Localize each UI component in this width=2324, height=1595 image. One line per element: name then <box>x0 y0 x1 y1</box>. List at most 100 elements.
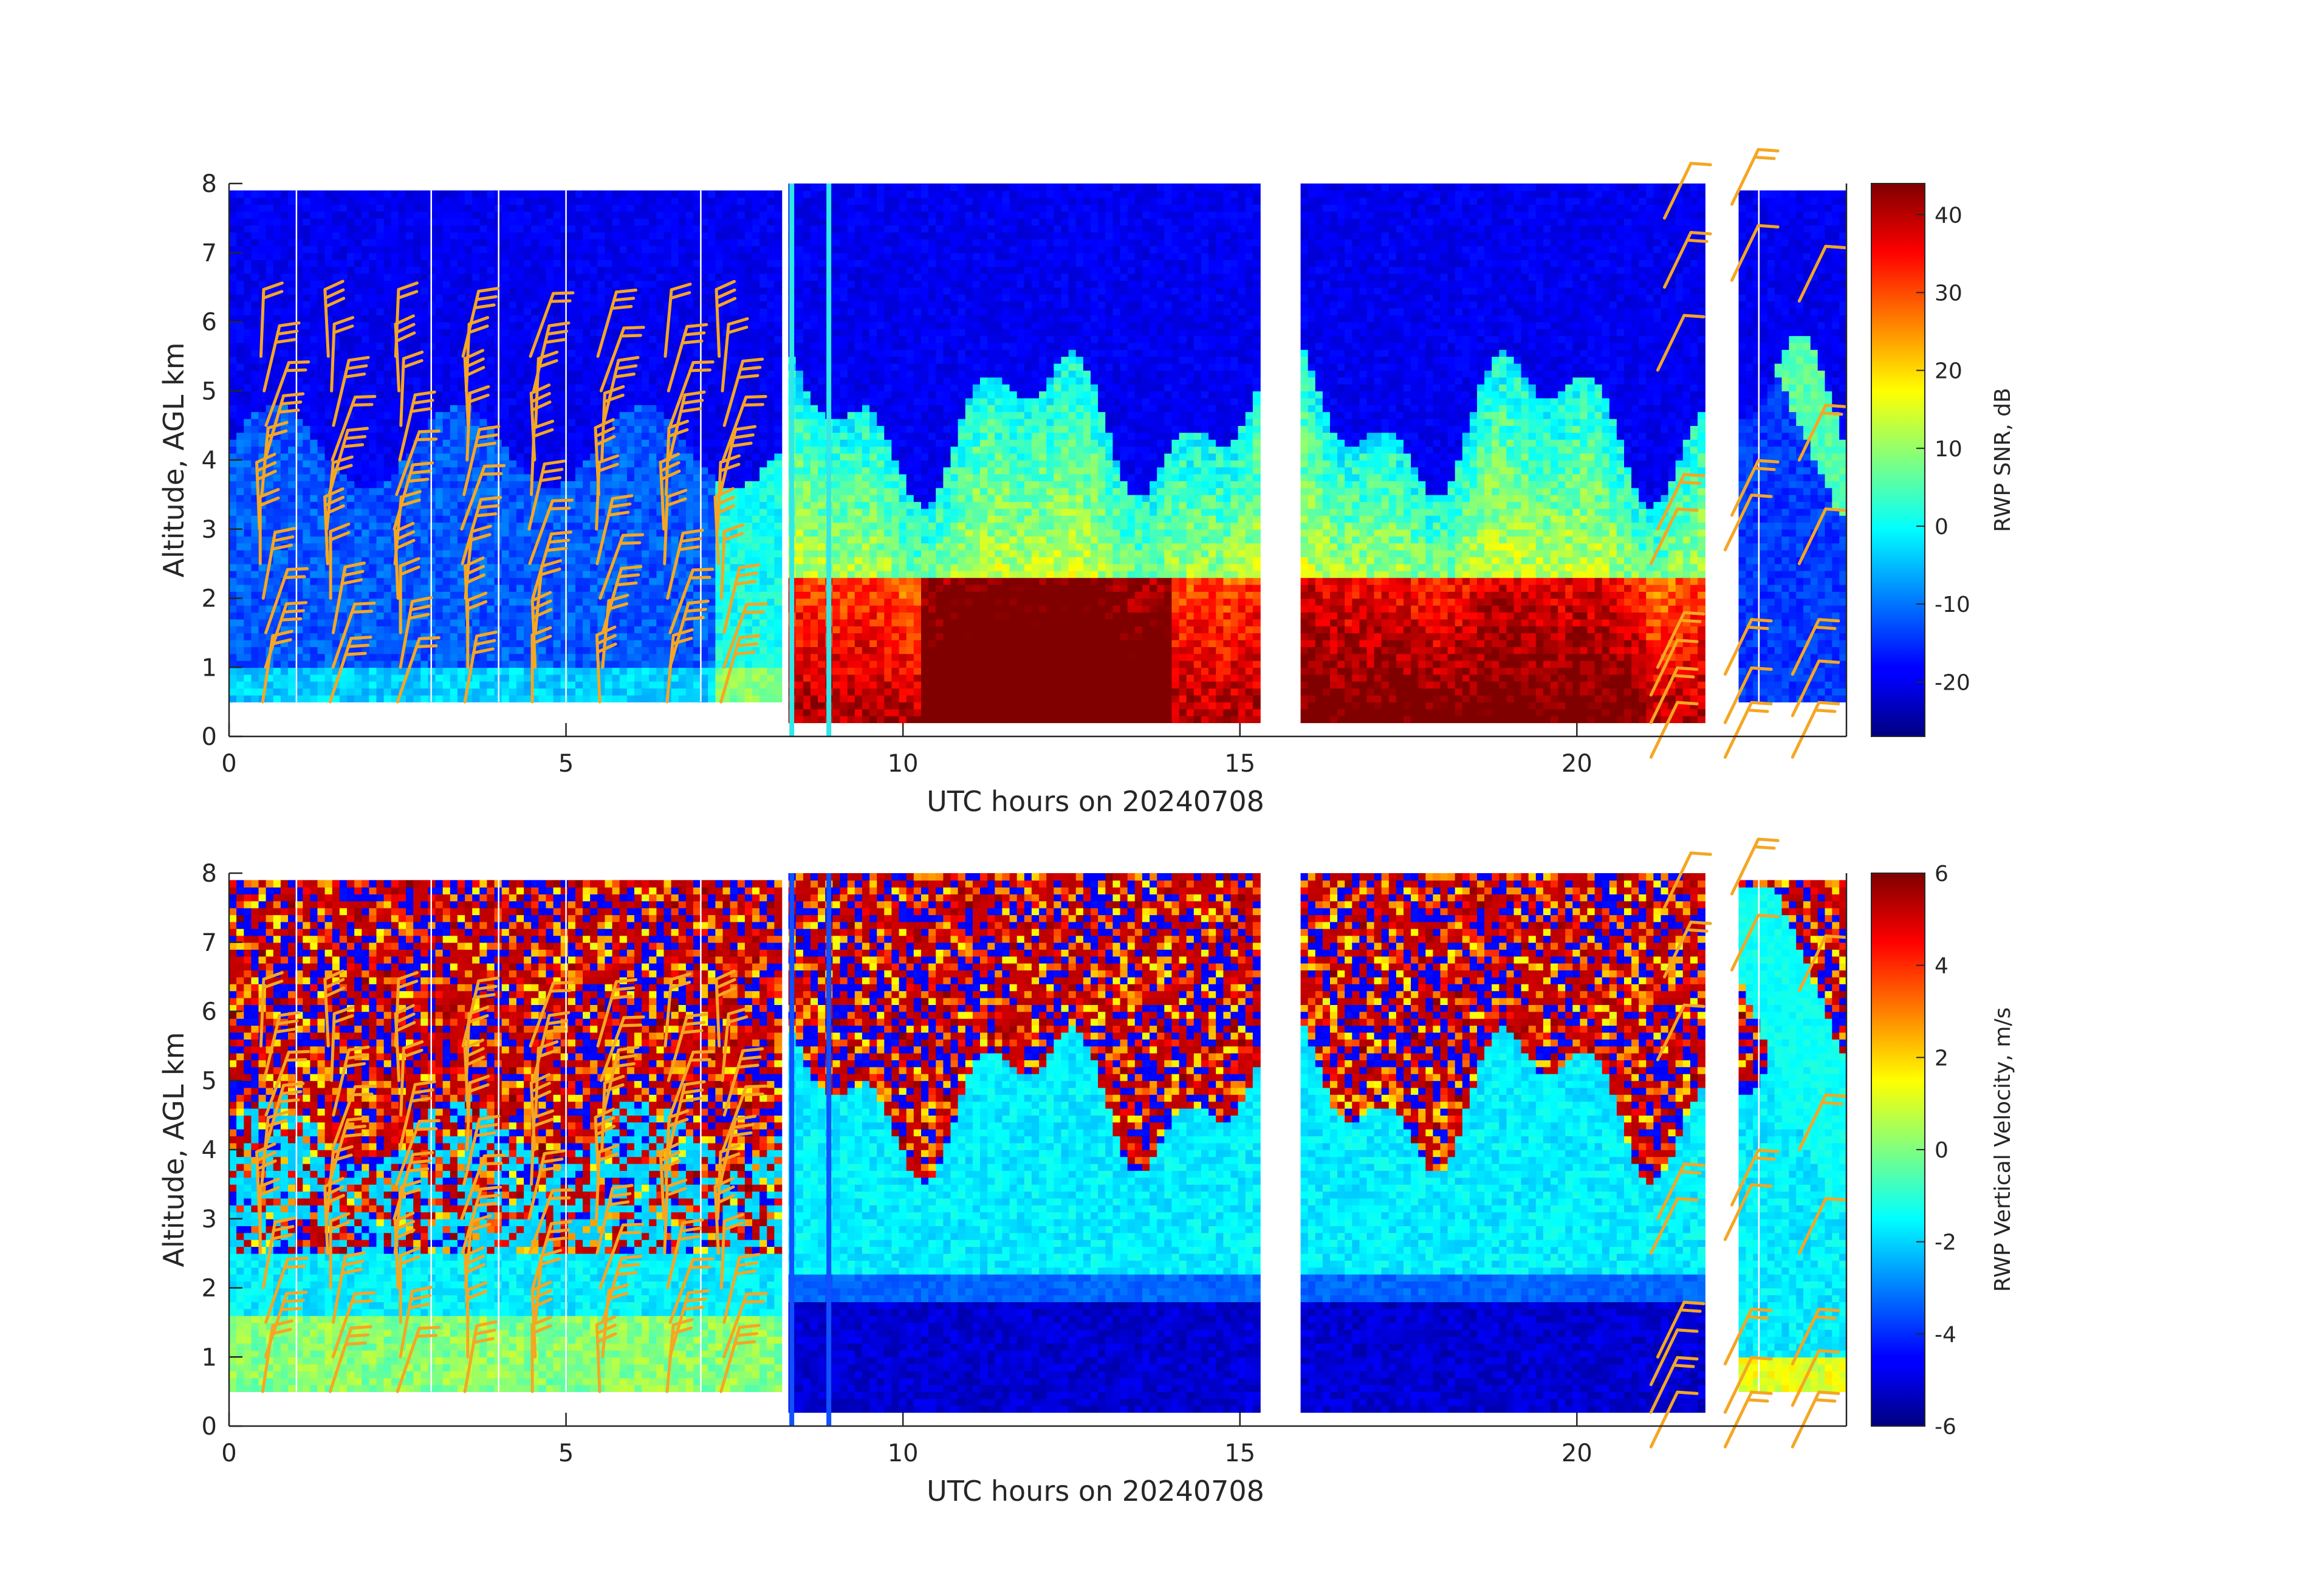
colorbar-tick-label: 0 <box>1935 1138 1949 1163</box>
wind-barb <box>399 557 420 634</box>
wind-barb <box>1797 244 1847 303</box>
y-tick-label: 0 <box>202 723 217 751</box>
wind-barb <box>1723 1183 1773 1241</box>
colorbar-tick-label: 6 <box>1935 862 1949 887</box>
wind-barb <box>1649 1390 1699 1449</box>
x-axis-label: UTC hours on 20240708 <box>927 1475 1264 1508</box>
wind-barb <box>261 1216 296 1289</box>
wind-barb <box>1723 1356 1773 1414</box>
wind-barb <box>1797 507 1847 566</box>
wind-barb <box>327 1116 369 1186</box>
wind-barb <box>1791 1308 1840 1366</box>
wind-barb <box>1730 224 1780 282</box>
colorbar-label: RWP Vertical Velocity, m/s <box>1990 1007 2015 1292</box>
wind-barb <box>601 565 643 634</box>
wind-barb <box>331 1251 366 1324</box>
wind-barb <box>1663 921 1712 979</box>
vertical-velocity-heatmap <box>229 873 1846 1426</box>
wind-barb <box>1730 148 1780 206</box>
wind-barb <box>668 360 715 427</box>
data-segment <box>1738 880 1846 1392</box>
wind-barb <box>666 529 704 600</box>
y-tick-label: 1 <box>202 1343 217 1371</box>
wind-barb <box>1656 1162 1705 1221</box>
wind-barb <box>332 355 370 427</box>
gap-marker <box>789 184 795 736</box>
wind-barb <box>598 533 645 600</box>
wind-barb <box>259 971 284 1048</box>
y-tick-label: 0 <box>202 1413 217 1441</box>
wind-barb <box>262 321 301 393</box>
wind-barb <box>328 1325 372 1393</box>
wind-barb <box>323 280 346 358</box>
x-tick-label: 15 <box>1224 750 1255 778</box>
wind-barb <box>392 1151 434 1221</box>
wind-barb <box>1723 1390 1773 1449</box>
wind-barb <box>1656 1300 1705 1359</box>
colorbar-tick-label: -20 <box>1935 670 1970 695</box>
wind-barb <box>462 425 501 496</box>
x-axis-label: UTC hours on 20240708 <box>927 785 1264 818</box>
wind-barb <box>598 1223 645 1289</box>
wind-barb <box>718 1114 757 1186</box>
wind-barb <box>715 969 737 1048</box>
wind-barb <box>331 1291 376 1359</box>
wind-barb <box>464 524 492 600</box>
wind-barb <box>263 1082 305 1151</box>
data-segment <box>788 873 1261 1413</box>
wind-barb <box>331 602 376 669</box>
y-tick-label: 1 <box>202 654 217 682</box>
colorbar-gradient <box>1871 183 1925 737</box>
wind-barb <box>1723 1308 1773 1366</box>
data-segment <box>788 184 1261 724</box>
wind-barb <box>262 1010 301 1082</box>
x-tick-label: 5 <box>558 750 574 778</box>
wind-barb <box>721 1085 767 1151</box>
y-tick-label: 5 <box>202 1067 217 1095</box>
wind-barb <box>1663 231 1712 289</box>
wind-barb <box>1656 1003 1705 1062</box>
wind-barb <box>1656 314 1705 372</box>
wind-barb <box>527 1149 566 1221</box>
wind-barb <box>396 636 440 704</box>
wind-barb <box>1730 1148 1780 1207</box>
y-axis-label: Altitude, AGL km <box>157 1032 190 1267</box>
wind-barb <box>529 981 575 1048</box>
data-segment <box>1738 190 1846 702</box>
data-segment <box>1300 873 1705 1413</box>
wind-barb <box>528 498 574 566</box>
wind-barb <box>666 1218 704 1289</box>
wind-barb <box>461 976 500 1048</box>
wind-barb <box>722 1253 761 1324</box>
wind-barb <box>1791 659 1840 718</box>
wind-barb <box>602 1045 640 1117</box>
x-tick-label: 20 <box>1561 1439 1592 1467</box>
wind-barb <box>1723 701 1773 759</box>
wind-barb <box>532 1011 571 1082</box>
wind-barb <box>531 530 573 600</box>
wind-barb <box>462 1114 501 1186</box>
wind-barb <box>1723 493 1773 552</box>
wind-barb <box>264 360 310 427</box>
wind-barb <box>528 1188 574 1255</box>
wind-barb <box>719 634 761 704</box>
wind-barb <box>594 418 616 496</box>
wind-barb <box>264 567 309 634</box>
wind-barb <box>394 281 419 358</box>
wind-barb <box>392 461 434 531</box>
wind-barb <box>667 1012 708 1082</box>
wind-barb <box>330 1006 355 1082</box>
wind-barb <box>719 1323 761 1393</box>
wind-barb <box>668 1257 715 1324</box>
wind-barb <box>722 1047 764 1117</box>
wind-barbs-top <box>255 148 1847 759</box>
gap-marker <box>826 873 832 1426</box>
wind-barb <box>1649 1197 1699 1255</box>
wind-barb <box>668 1289 710 1359</box>
wind-barb <box>596 288 638 358</box>
wind-barb <box>527 459 566 531</box>
vvel-axes: 0 5 10 15 20 0 1 2 3 4 5 6 7 8 UTC hours on 20240708 Al… <box>157 860 1848 1508</box>
wind-barb <box>533 559 563 634</box>
y-tick-label: 5 <box>202 377 217 405</box>
